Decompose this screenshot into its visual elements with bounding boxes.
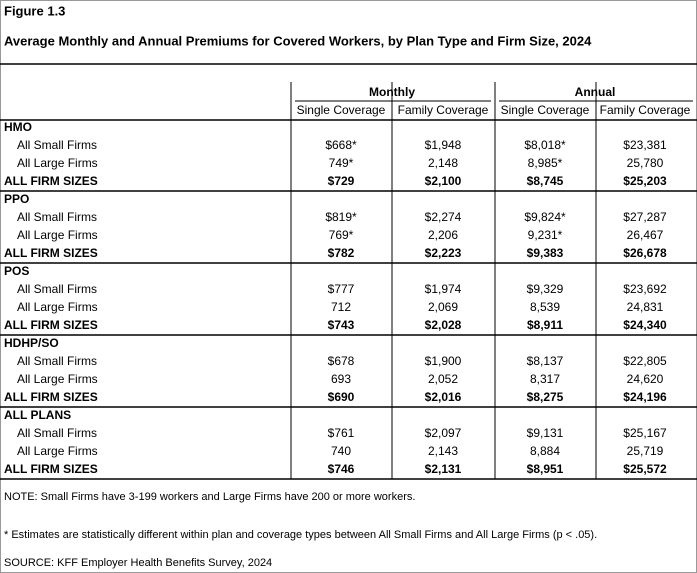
figure-title: Average Monthly and Annual Premiums for … xyxy=(4,33,592,48)
column-header: Single Coverage xyxy=(501,103,590,117)
cell: $9,329 xyxy=(527,282,564,296)
cell: 26,467 xyxy=(627,228,664,242)
row-label: All Small Firms xyxy=(17,138,97,152)
row-label: ALL FIRM SIZES xyxy=(4,246,98,260)
row-label: All Large Firms xyxy=(17,444,98,458)
cell: 8,884 xyxy=(530,444,560,458)
cell: $27,287 xyxy=(623,210,667,224)
cell: 2,148 xyxy=(428,156,458,170)
column-header: Single Coverage xyxy=(297,103,386,117)
row-label: ALL FIRM SIZES xyxy=(4,174,98,188)
cell: $746 xyxy=(328,462,355,476)
section-name: ALL PLANS xyxy=(4,408,71,422)
row-label: All Small Firms xyxy=(17,282,97,296)
cell: 8,317 xyxy=(530,372,560,386)
cell: $1,948 xyxy=(425,138,462,152)
cell: $777 xyxy=(328,282,355,296)
cell: 2,143 xyxy=(428,444,458,458)
column-group: Monthly xyxy=(369,85,415,99)
cell: 8,539 xyxy=(530,300,560,314)
cell: 2,052 xyxy=(428,372,458,386)
cell: $690 xyxy=(328,390,355,404)
cell: $668* xyxy=(325,138,357,152)
cell: $9,824* xyxy=(524,210,566,224)
cell: 740 xyxy=(331,444,351,458)
row-label: All Small Firms xyxy=(17,426,97,440)
cell: 749* xyxy=(329,156,354,170)
cell: $8,745 xyxy=(527,174,564,188)
cell: $8,275 xyxy=(527,390,564,404)
section-name: PPO xyxy=(4,192,29,206)
cell: $24,340 xyxy=(623,318,667,332)
cell: $8,951 xyxy=(527,462,564,476)
section-name: HDHP/SO xyxy=(4,336,59,350)
row-label: All Large Firms xyxy=(17,300,98,314)
cell: $26,678 xyxy=(623,246,667,260)
cell: 24,831 xyxy=(627,300,664,314)
row-label: ALL FIRM SIZES xyxy=(4,390,98,404)
cell: $761 xyxy=(328,426,355,440)
cell: 8,985* xyxy=(528,156,563,170)
cell: $2,223 xyxy=(425,246,462,260)
cell: 769* xyxy=(329,228,354,242)
cell: $22,805 xyxy=(623,354,667,368)
row-label: ALL FIRM SIZES xyxy=(4,318,98,332)
row-label: All Small Firms xyxy=(17,210,97,224)
cell: $2,274 xyxy=(425,210,462,224)
cell: 693 xyxy=(331,372,351,386)
cell: $23,692 xyxy=(623,282,667,296)
cell: $729 xyxy=(328,174,355,188)
figure-number: Figure 1.3 xyxy=(4,3,65,18)
cell: $819* xyxy=(325,210,357,224)
cell: $24,196 xyxy=(623,390,667,404)
cell: $2,131 xyxy=(425,462,462,476)
cell: $1,900 xyxy=(425,354,462,368)
column-header: Family Coverage xyxy=(398,103,489,117)
row-label: All Small Firms xyxy=(17,354,97,368)
cell: $25,167 xyxy=(623,426,667,440)
cell: $8,911 xyxy=(527,318,563,332)
cell: 2,206 xyxy=(428,228,458,242)
note: NOTE: Small Firms have 3-199 workers and… xyxy=(4,491,415,503)
cell: 9,231* xyxy=(528,228,563,242)
row-label: All Large Firms xyxy=(17,372,98,386)
column-group: Annual xyxy=(575,85,616,99)
cell: 24,620 xyxy=(627,372,664,386)
note: SOURCE: KFF Employer Health Benefits Sur… xyxy=(4,557,272,569)
cell: 712 xyxy=(331,300,351,314)
cell: $743 xyxy=(328,318,355,332)
cell: 2,069 xyxy=(428,300,458,314)
cell: $2,097 xyxy=(425,426,462,440)
cell: $23,381 xyxy=(623,138,667,152)
cell: $2,100 xyxy=(425,174,462,188)
section-name: POS xyxy=(4,264,29,278)
row-label: ALL FIRM SIZES xyxy=(4,462,98,476)
section-name: HMO xyxy=(4,120,32,134)
cell: $8,137 xyxy=(527,354,564,368)
row-label: All Large Firms xyxy=(17,156,98,170)
column-header: Family Coverage xyxy=(600,103,691,117)
cell: $2,016 xyxy=(425,390,462,404)
cell: $2,028 xyxy=(425,318,462,332)
cell: $1,974 xyxy=(425,282,462,296)
cell: $9,383 xyxy=(527,246,564,260)
cell: $8,018* xyxy=(524,138,566,152)
cell: $678 xyxy=(328,354,355,368)
cell: 25,780 xyxy=(627,156,664,170)
row-label: All Large Firms xyxy=(17,228,98,242)
cell: $9,131 xyxy=(527,426,564,440)
cell: $25,203 xyxy=(623,174,667,188)
cell: $782 xyxy=(328,246,355,260)
note: * Estimates are statistically different … xyxy=(4,529,597,541)
cell: 25,719 xyxy=(627,444,664,458)
cell: $25,572 xyxy=(623,462,667,476)
